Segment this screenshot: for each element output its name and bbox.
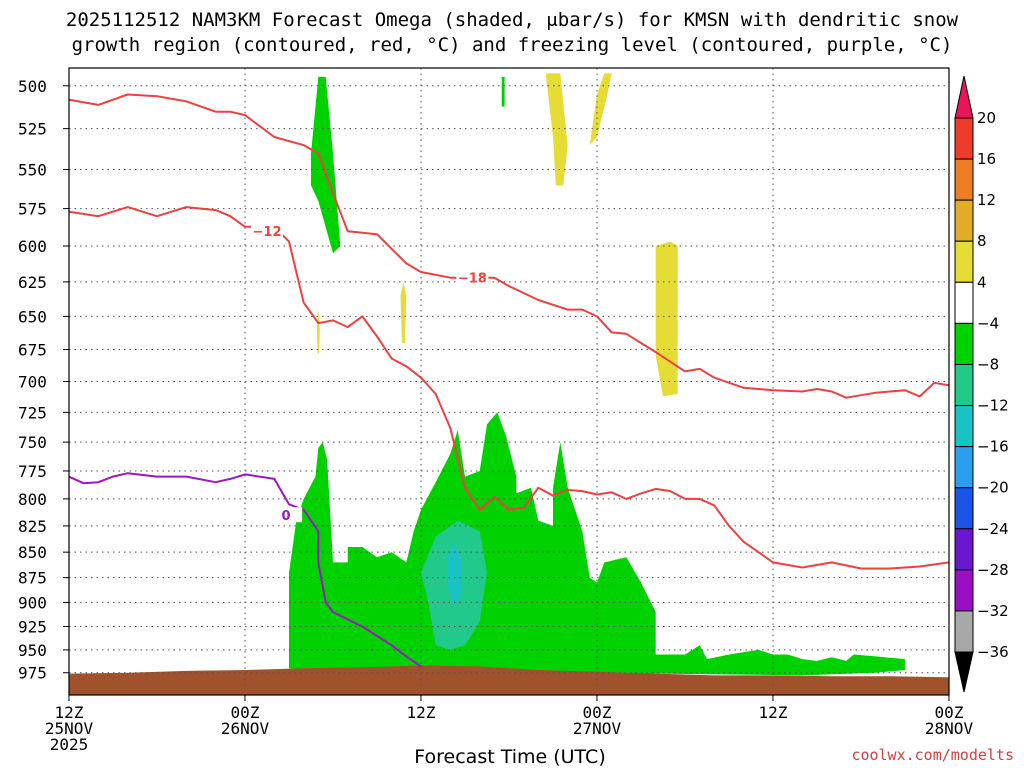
colorbar-label: 20: [977, 109, 996, 127]
y-tick-label: 650: [18, 307, 47, 326]
colorbar-label: −8: [977, 355, 999, 373]
colorbar-label: 12: [977, 191, 996, 209]
colorbar-segment: [954, 487, 974, 530]
y-tick-label: 625: [18, 273, 47, 292]
credit-text: coolwx.com/modelts: [851, 746, 1014, 764]
colorbar-label: −20: [977, 479, 1009, 497]
x-tick-label: 00Z: [583, 703, 612, 722]
y-tick-label: 850: [18, 543, 47, 562]
colorbar-label: −12: [977, 397, 1009, 415]
colorbar: 20 16 12 8 4 −4 −8 −12 −16 −20 −24 −28 −32 −36: [954, 75, 1009, 693]
colorbar-bottom-triangle: [954, 651, 974, 693]
omega-region-7: [655, 241, 678, 397]
x-tick-label: 12Z: [407, 703, 436, 722]
chart-title-line2: growth region (contoured, red, °C) and f…: [72, 34, 953, 56]
x-tick-label: 25NOV: [45, 719, 94, 738]
y-tick-label: 900: [18, 593, 47, 612]
colorbar-label: −28: [977, 561, 1009, 579]
colorbar-segment: [954, 446, 974, 489]
x-tick-label: 26NOV: [221, 719, 270, 738]
contour-line-2: [69, 472, 422, 668]
y-tick-label: 775: [18, 462, 47, 481]
y-tick-label: 525: [18, 120, 47, 139]
x-tick-label: 27NOV: [573, 719, 622, 738]
x-tick-label: 00Z: [231, 703, 260, 722]
y-tick-label: 950: [18, 641, 47, 660]
y-tick-label: 825: [18, 517, 47, 536]
y-tick-label: 550: [18, 161, 47, 180]
x-tick-label: 12Z: [759, 703, 788, 722]
contour-line-1: [69, 93, 949, 399]
colorbar-segment: [954, 405, 974, 448]
y-tick-label: 500: [18, 77, 47, 96]
colorbar-segment: [954, 569, 974, 612]
y-tick-label: 600: [18, 237, 47, 256]
colorbar-segment: [954, 117, 974, 160]
colorbar-label: −36: [977, 643, 1009, 661]
grid: [69, 68, 949, 695]
contours: −12 −18 0: [69, 93, 949, 668]
y-tick-label: 875: [18, 569, 47, 588]
contour-label: −18: [458, 272, 487, 287]
colorbar-segment: [954, 240, 974, 283]
colorbar-segment: [954, 528, 974, 571]
colorbar-segment: [954, 610, 974, 653]
omega-region-6: [589, 73, 612, 146]
contour-label: −12: [253, 225, 282, 240]
omega-region-3: [311, 76, 341, 254]
colorbar-segment: [954, 158, 974, 201]
colorbar-label: 4: [977, 273, 987, 291]
omega-region-4: [501, 76, 505, 107]
y-tick-label: 700: [18, 373, 47, 392]
x-tick-label: 00Z: [935, 703, 964, 722]
x-tick-label: 28NOV: [925, 719, 974, 738]
colorbar-label: −24: [977, 520, 1009, 538]
contour-label: 0: [282, 509, 291, 524]
x-tick-label: 12Z: [55, 703, 84, 722]
colorbar-label: 16: [977, 150, 996, 168]
x-tick-label: 2025: [50, 735, 89, 754]
y-tick-label: 800: [18, 490, 47, 509]
y-tick-label: 575: [18, 200, 47, 219]
chart-title-line1: 2025112512 NAM3KM Forecast Omega (shaded…: [66, 9, 959, 31]
contour-label-bg: [251, 223, 283, 239]
colorbar-label: −32: [977, 602, 1009, 620]
colorbar-top-triangle: [954, 75, 974, 119]
x-axis-label: Forecast Time (UTC): [414, 746, 605, 768]
omega-region-5: [545, 73, 568, 186]
colorbar-label: −4: [977, 314, 999, 332]
y-tick-label: 925: [18, 617, 47, 636]
colorbar-segment: [954, 281, 974, 324]
contour-label-bg: [456, 269, 489, 285]
colorbar-segment: [954, 363, 974, 407]
y-tick-label: 975: [18, 664, 47, 683]
y-tick-label: 750: [18, 433, 47, 452]
y-axis: 500 525 550 575 600 625 650 675 700 725 750 775 800 8…: [18, 77, 69, 683]
colorbar-label: 8: [977, 232, 987, 250]
y-tick-label: 725: [18, 403, 47, 422]
colorbar-segment: [954, 322, 974, 365]
omega-region-2: [447, 541, 463, 608]
colorbar-segment: [954, 199, 974, 242]
contour-label-bg: [270, 507, 303, 523]
omega-region-8: [400, 281, 407, 343]
y-tick-label: 675: [18, 341, 47, 360]
colorbar-label: −16: [977, 438, 1009, 456]
omega-shading: [289, 73, 905, 676]
